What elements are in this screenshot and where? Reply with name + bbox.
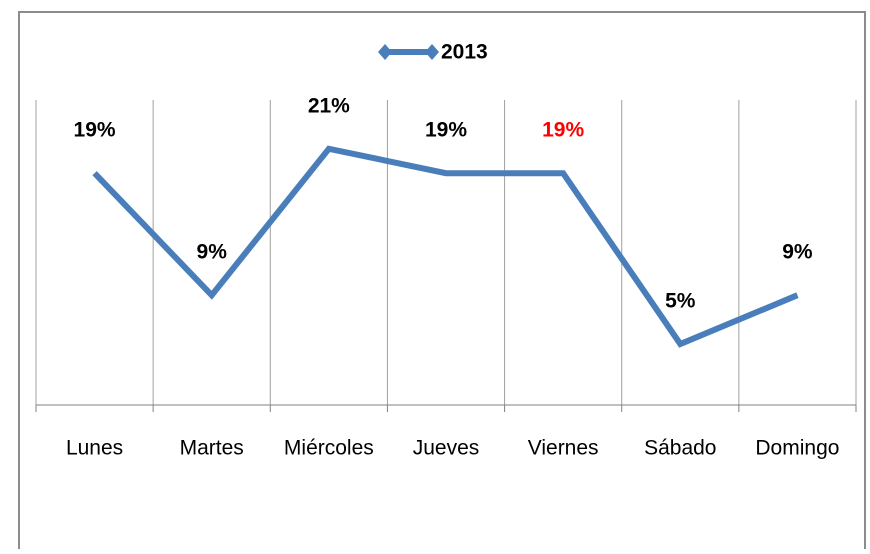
legend-marker [425,44,439,60]
legend-marker [378,44,392,60]
series-line [92,145,799,348]
data-label: 19% [542,119,584,142]
data-label: 21% [308,94,350,117]
data-label: 9% [782,241,813,264]
data-label: 19% [74,119,116,142]
x-tick-label: Martes [180,437,244,460]
data-label: 9% [197,241,228,264]
data-label: 19% [425,119,467,142]
x-tick-label: Jueves [413,437,480,460]
x-tick-label: Sábado [644,437,716,460]
x-tick-label: Domingo [755,437,839,460]
x-tick-label: Viernes [528,437,599,460]
legend-label: 2013 [441,41,488,64]
x-tick-label: Miércoles [284,437,374,460]
x-tick-label: Lunes [66,437,123,460]
data-label: 5% [665,290,696,313]
chart-frame [18,11,866,554]
